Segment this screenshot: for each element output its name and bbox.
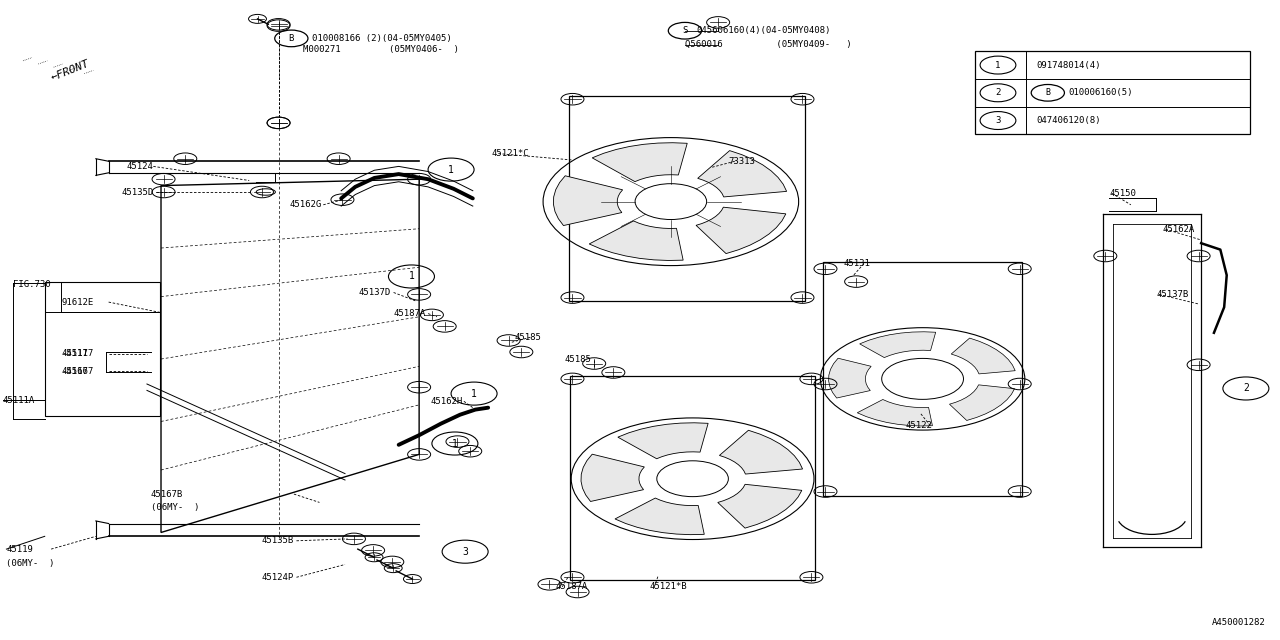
- Text: (06MY-  ): (06MY- ): [6, 559, 55, 568]
- Text: B: B: [289, 34, 294, 43]
- Polygon shape: [950, 385, 1015, 420]
- Text: M000271         (05MY0406-  ): M000271 (05MY0406- ): [303, 45, 458, 54]
- Text: -45117: -45117: [61, 349, 93, 358]
- Polygon shape: [698, 150, 787, 197]
- Bar: [975, 51, 1249, 134]
- Text: 45187A: 45187A: [393, 309, 425, 318]
- Text: 45185: 45185: [515, 333, 541, 342]
- Text: 45135B: 45135B: [261, 536, 294, 545]
- Text: 45135D: 45135D: [122, 188, 154, 196]
- Text: B: B: [1046, 88, 1051, 97]
- Polygon shape: [696, 207, 786, 253]
- Text: 45124: 45124: [127, 162, 154, 171]
- Text: 45150: 45150: [1110, 189, 1137, 198]
- Text: Q560016          (05MY0409-   ): Q560016 (05MY0409- ): [685, 40, 851, 49]
- Text: 45162H: 45162H: [430, 397, 462, 406]
- Polygon shape: [951, 338, 1015, 374]
- Text: 45187A: 45187A: [556, 582, 588, 591]
- Polygon shape: [581, 454, 644, 502]
- Bar: [45, 282, 160, 416]
- Polygon shape: [553, 176, 622, 225]
- Polygon shape: [589, 221, 684, 260]
- Text: 45124P: 45124P: [261, 573, 294, 582]
- Polygon shape: [614, 498, 704, 534]
- Text: 45117: 45117: [61, 349, 88, 358]
- Bar: [568, 96, 805, 301]
- Polygon shape: [860, 332, 936, 358]
- Text: 45162A: 45162A: [1162, 225, 1196, 234]
- Text: ←FRONT: ←FRONT: [50, 58, 91, 83]
- Text: 1: 1: [452, 438, 458, 449]
- Text: 3: 3: [996, 116, 1001, 125]
- Polygon shape: [593, 143, 687, 182]
- Polygon shape: [718, 484, 801, 528]
- Text: 45131: 45131: [844, 259, 870, 268]
- Text: 45137B: 45137B: [1156, 290, 1189, 299]
- Text: 2: 2: [996, 88, 1001, 97]
- Text: 010008166 (2)(04-05MY0405): 010008166 (2)(04-05MY0405): [312, 34, 452, 43]
- Text: S: S: [682, 26, 687, 35]
- Text: 3: 3: [462, 547, 468, 557]
- Text: 45137D: 45137D: [358, 288, 390, 297]
- Polygon shape: [828, 358, 872, 398]
- Text: 45121*C: 45121*C: [492, 149, 530, 158]
- Text: 1: 1: [448, 164, 454, 175]
- Polygon shape: [618, 423, 708, 459]
- Bar: [823, 262, 1023, 496]
- Text: 010006160(5): 010006160(5): [1069, 88, 1133, 97]
- Polygon shape: [858, 399, 932, 426]
- Text: 45167B: 45167B: [151, 490, 183, 499]
- Text: FIG.730: FIG.730: [13, 280, 50, 289]
- Text: 1: 1: [996, 61, 1001, 70]
- Text: 45121*B: 45121*B: [649, 582, 687, 591]
- Text: 45185: 45185: [564, 355, 591, 364]
- Text: 047406120(8): 047406120(8): [1037, 116, 1101, 125]
- Text: 45122: 45122: [906, 421, 933, 430]
- Text: 091748014(4): 091748014(4): [1037, 61, 1101, 70]
- Text: 45119: 45119: [6, 545, 33, 554]
- Text: 45111A: 45111A: [3, 396, 35, 404]
- Text: 1: 1: [471, 388, 477, 399]
- Text: 1: 1: [408, 271, 415, 282]
- Text: 2: 2: [1243, 383, 1249, 394]
- Text: 045606160(4)(04-05MY0408): 045606160(4)(04-05MY0408): [696, 26, 831, 35]
- Text: 91612E: 91612E: [61, 298, 93, 307]
- Text: 45162G: 45162G: [289, 200, 323, 209]
- Text: -45167: -45167: [61, 367, 93, 376]
- Text: 45167: 45167: [61, 367, 88, 376]
- Bar: [570, 376, 815, 580]
- Text: 73313: 73313: [728, 157, 755, 166]
- Polygon shape: [719, 430, 803, 474]
- Text: A450001282: A450001282: [1211, 618, 1265, 627]
- Text: (06MY-  ): (06MY- ): [151, 503, 200, 512]
